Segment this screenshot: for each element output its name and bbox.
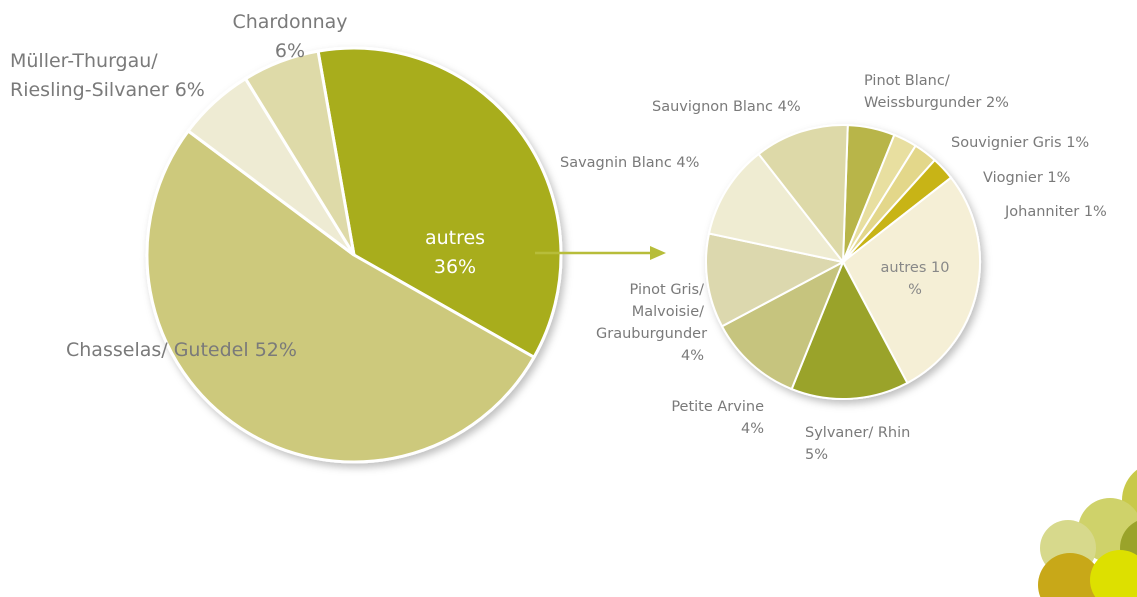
slice-label: Viognier 1% [983, 170, 1071, 186]
slice-label: Sauvignon Blanc 4% [652, 99, 801, 115]
pie-slice [757, 124, 849, 265]
logo-circle [1038, 553, 1102, 597]
logo-circle [1090, 550, 1137, 597]
slice-label: Johanniter 1% [1005, 204, 1107, 220]
slice-label: Müller-Thurgau/ Riesling-Silvaner 6% [10, 50, 205, 101]
slice-label: Pinot Gris/ Malvoisie/ Grauburgunder 4% [596, 282, 708, 364]
pie-slice [316, 46, 563, 360]
slice-label: Pinot Blanc/ Weissburgunder 2% [864, 73, 1009, 111]
pie-slice [707, 152, 846, 264]
pie-slice [720, 259, 845, 391]
slice-label: Savagnin Blanc 4% [560, 155, 700, 171]
pie-slice [841, 176, 981, 385]
logo [1038, 469, 1137, 597]
sub-pie [705, 124, 981, 400]
pie-slice [790, 259, 909, 400]
pie-slice [145, 128, 537, 464]
slice-label: Chasselas/ Gutedel 52% [66, 339, 297, 361]
slice-label: autres 10 % [880, 260, 950, 298]
slice-label: Souvignier Gris 1% [951, 135, 1090, 151]
pie-slice [705, 232, 846, 328]
pie-slice [243, 49, 356, 256]
slice-label: Chardonnay 6% [232, 11, 348, 62]
slice-label: autres 36% [424, 227, 486, 278]
slice-label: Petite Arvine 4% [671, 399, 764, 437]
arrow-head [650, 246, 666, 260]
slice-label: Sylvaner/ Rhin 5% [805, 425, 911, 463]
main-pie [145, 46, 563, 464]
